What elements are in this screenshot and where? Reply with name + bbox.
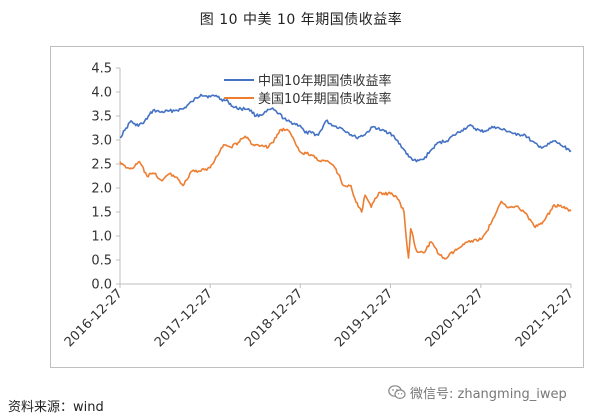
y-tick-label: 4.5 — [91, 62, 112, 77]
watermark-text: 微信号: zhangming_iwep — [410, 387, 567, 402]
legend-label-us: 美国10年期国债收益率 — [258, 91, 392, 107]
y-tick-label: 3.0 — [91, 134, 112, 149]
y-tick-label: 1.0 — [91, 230, 112, 245]
figure-title: 图 10 中美 10 年期国债收益率 — [199, 12, 403, 28]
series-line-us — [119, 127, 572, 260]
y-tick-label: 3.5 — [91, 110, 112, 125]
y-tick-label: 2.0 — [91, 182, 112, 197]
yield-line-chart: 0.0 0.5 1.0 1.5 2.0 2.5 3.0 3.5 4.0 4.5 2016-12-27… — [62, 62, 577, 351]
y-tick-label: 2.5 — [91, 158, 112, 173]
series-line-china — [119, 93, 572, 163]
legend-label-china: 中国10年期国债收益率 — [258, 73, 392, 89]
x-tick-label: 2019-12-27 — [332, 286, 396, 350]
source-note: 资料来源：wind — [8, 400, 104, 415]
x-tick-label: 2020-12-27 — [423, 286, 487, 350]
chart-frame: 0.0 0.5 1.0 1.5 2.0 2.5 3.0 3.5 4.0 4.5 2016-12-27… — [50, 46, 584, 368]
y-tick-label: 0.5 — [91, 254, 112, 269]
y-tick-label: 4.0 — [91, 86, 112, 101]
y-tick-label: 0.0 — [91, 278, 112, 293]
wechat-icon — [388, 385, 406, 399]
x-tick-label: 2018-12-27 — [242, 286, 306, 350]
wechat-watermark: 微信号: zhangming_iwep — [388, 383, 567, 402]
x-tick-label: 2016-12-27 — [62, 286, 126, 350]
x-tick-label: 2021-12-27 — [513, 286, 577, 350]
y-tick-label: 1.5 — [91, 206, 112, 221]
x-tick-label: 2017-12-27 — [152, 286, 216, 350]
